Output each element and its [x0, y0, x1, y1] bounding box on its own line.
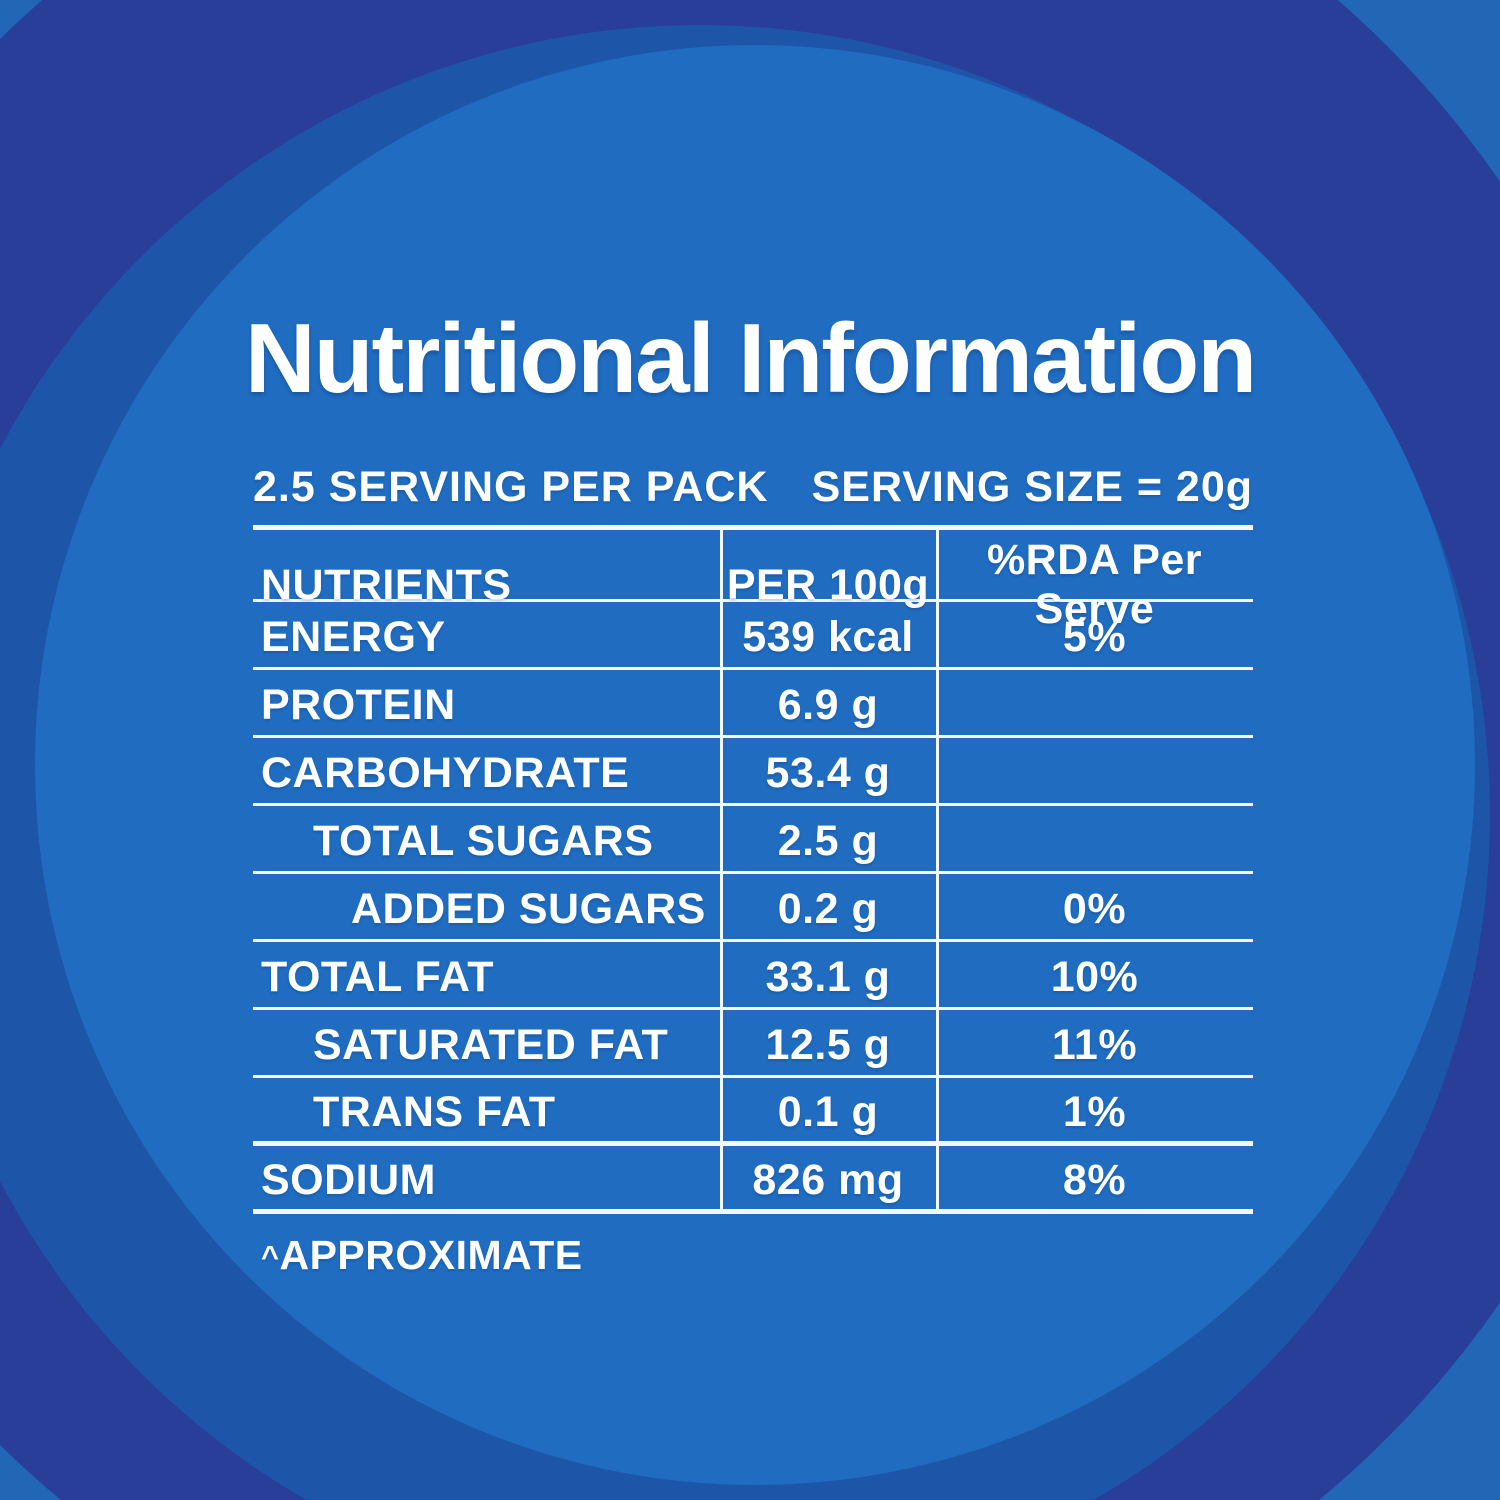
nutrient-name: TRANS FAT: [313, 1088, 556, 1136]
table-row: ADDED SUGARS 0.2 g 0%: [253, 874, 1253, 942]
table-row: CARBOHYDRATE 53.4 g: [253, 738, 1253, 806]
nutrient-name: TOTAL SUGARS: [313, 817, 654, 865]
header-rda: %RDA Per Serve: [986, 536, 1203, 633]
column-divider-2: [936, 530, 939, 1214]
nutrient-value: 539 kcal: [742, 613, 914, 661]
nutrient-rda: [936, 700, 1253, 706]
table-body: ENERGY 539 kcal 5% PROTEIN 6.9 g CARBOHY…: [253, 602, 1253, 1214]
nutrient-value: 0.1 g: [777, 1088, 879, 1136]
page-title: Nutritional Information: [244, 303, 1257, 413]
table-row: TRANS FAT 0.1 g 1%: [253, 1078, 1253, 1146]
table-row: PROTEIN 6.9 g: [253, 670, 1253, 738]
nutrient-value: 33.1 g: [765, 953, 891, 1001]
table-row: ENERGY 539 kcal 5%: [253, 602, 1253, 670]
nutrient-value: 0.2 g: [777, 885, 879, 933]
nutrient-name: SODIUM: [261, 1156, 436, 1204]
header-nutrients: NUTRIENTS: [261, 560, 512, 609]
serving-size: SERVING SIZE = 20g: [811, 463, 1253, 511]
header-per-100g: PER 100g: [726, 560, 930, 609]
nutrient-rda: 5%: [1062, 613, 1127, 661]
nutrient-rda: 8%: [1062, 1156, 1127, 1204]
table-row: SATURATED FAT 12.5 g 11%: [253, 1010, 1253, 1078]
nutrient-name: ADDED SUGARS: [351, 885, 706, 933]
table-row: TOTAL SUGARS 2.5 g: [253, 806, 1253, 874]
table-header-row: NUTRIENTS PER 100g %RDA Per Serve: [253, 530, 1253, 633]
nutrient-value: 2.5 g: [777, 817, 879, 865]
nutrient-name: PROTEIN: [261, 681, 456, 729]
nutrient-value: 53.4 g: [765, 749, 891, 797]
nutrient-name: SATURATED FAT: [313, 1021, 669, 1069]
nutrient-value: 12.5 g: [765, 1021, 891, 1069]
nutrient-name: CARBOHYDRATE: [261, 749, 630, 797]
footnote-marker: ^: [261, 1239, 280, 1274]
servings-per-pack: 2.5 SERVING PER PACK: [253, 463, 769, 511]
nutrient-rda: [936, 836, 1253, 842]
approximate-footnote: ^APPROXIMATE: [261, 1232, 583, 1279]
column-divider-1: [720, 530, 723, 1214]
nutrient-name: TOTAL FAT: [261, 953, 495, 1001]
background-circle-light: [35, 45, 1475, 1485]
nutrient-rda: [936, 768, 1253, 774]
nutrient-rda: 11%: [1051, 1021, 1138, 1069]
nutrient-value: 826 mg: [752, 1156, 904, 1204]
nutrient-name: ENERGY: [261, 613, 446, 661]
nutrient-value: 6.9 g: [777, 681, 879, 729]
table-row: TOTAL FAT 33.1 g 10%: [253, 942, 1253, 1010]
serving-info-row: 2.5 SERVING PER PACK SERVING SIZE = 20g: [253, 452, 1253, 525]
table-row: SODIUM 826 mg 8%: [253, 1146, 1253, 1214]
nutrient-rda: 10%: [1050, 953, 1139, 1001]
nutrition-table: NUTRIENTS PER 100g %RDA Per Serve ENERGY…: [253, 525, 1253, 1214]
footnote-text: APPROXIMATE: [279, 1232, 583, 1278]
nutrient-rda: 0%: [1062, 885, 1127, 933]
nutrient-rda: 1%: [1062, 1088, 1127, 1136]
